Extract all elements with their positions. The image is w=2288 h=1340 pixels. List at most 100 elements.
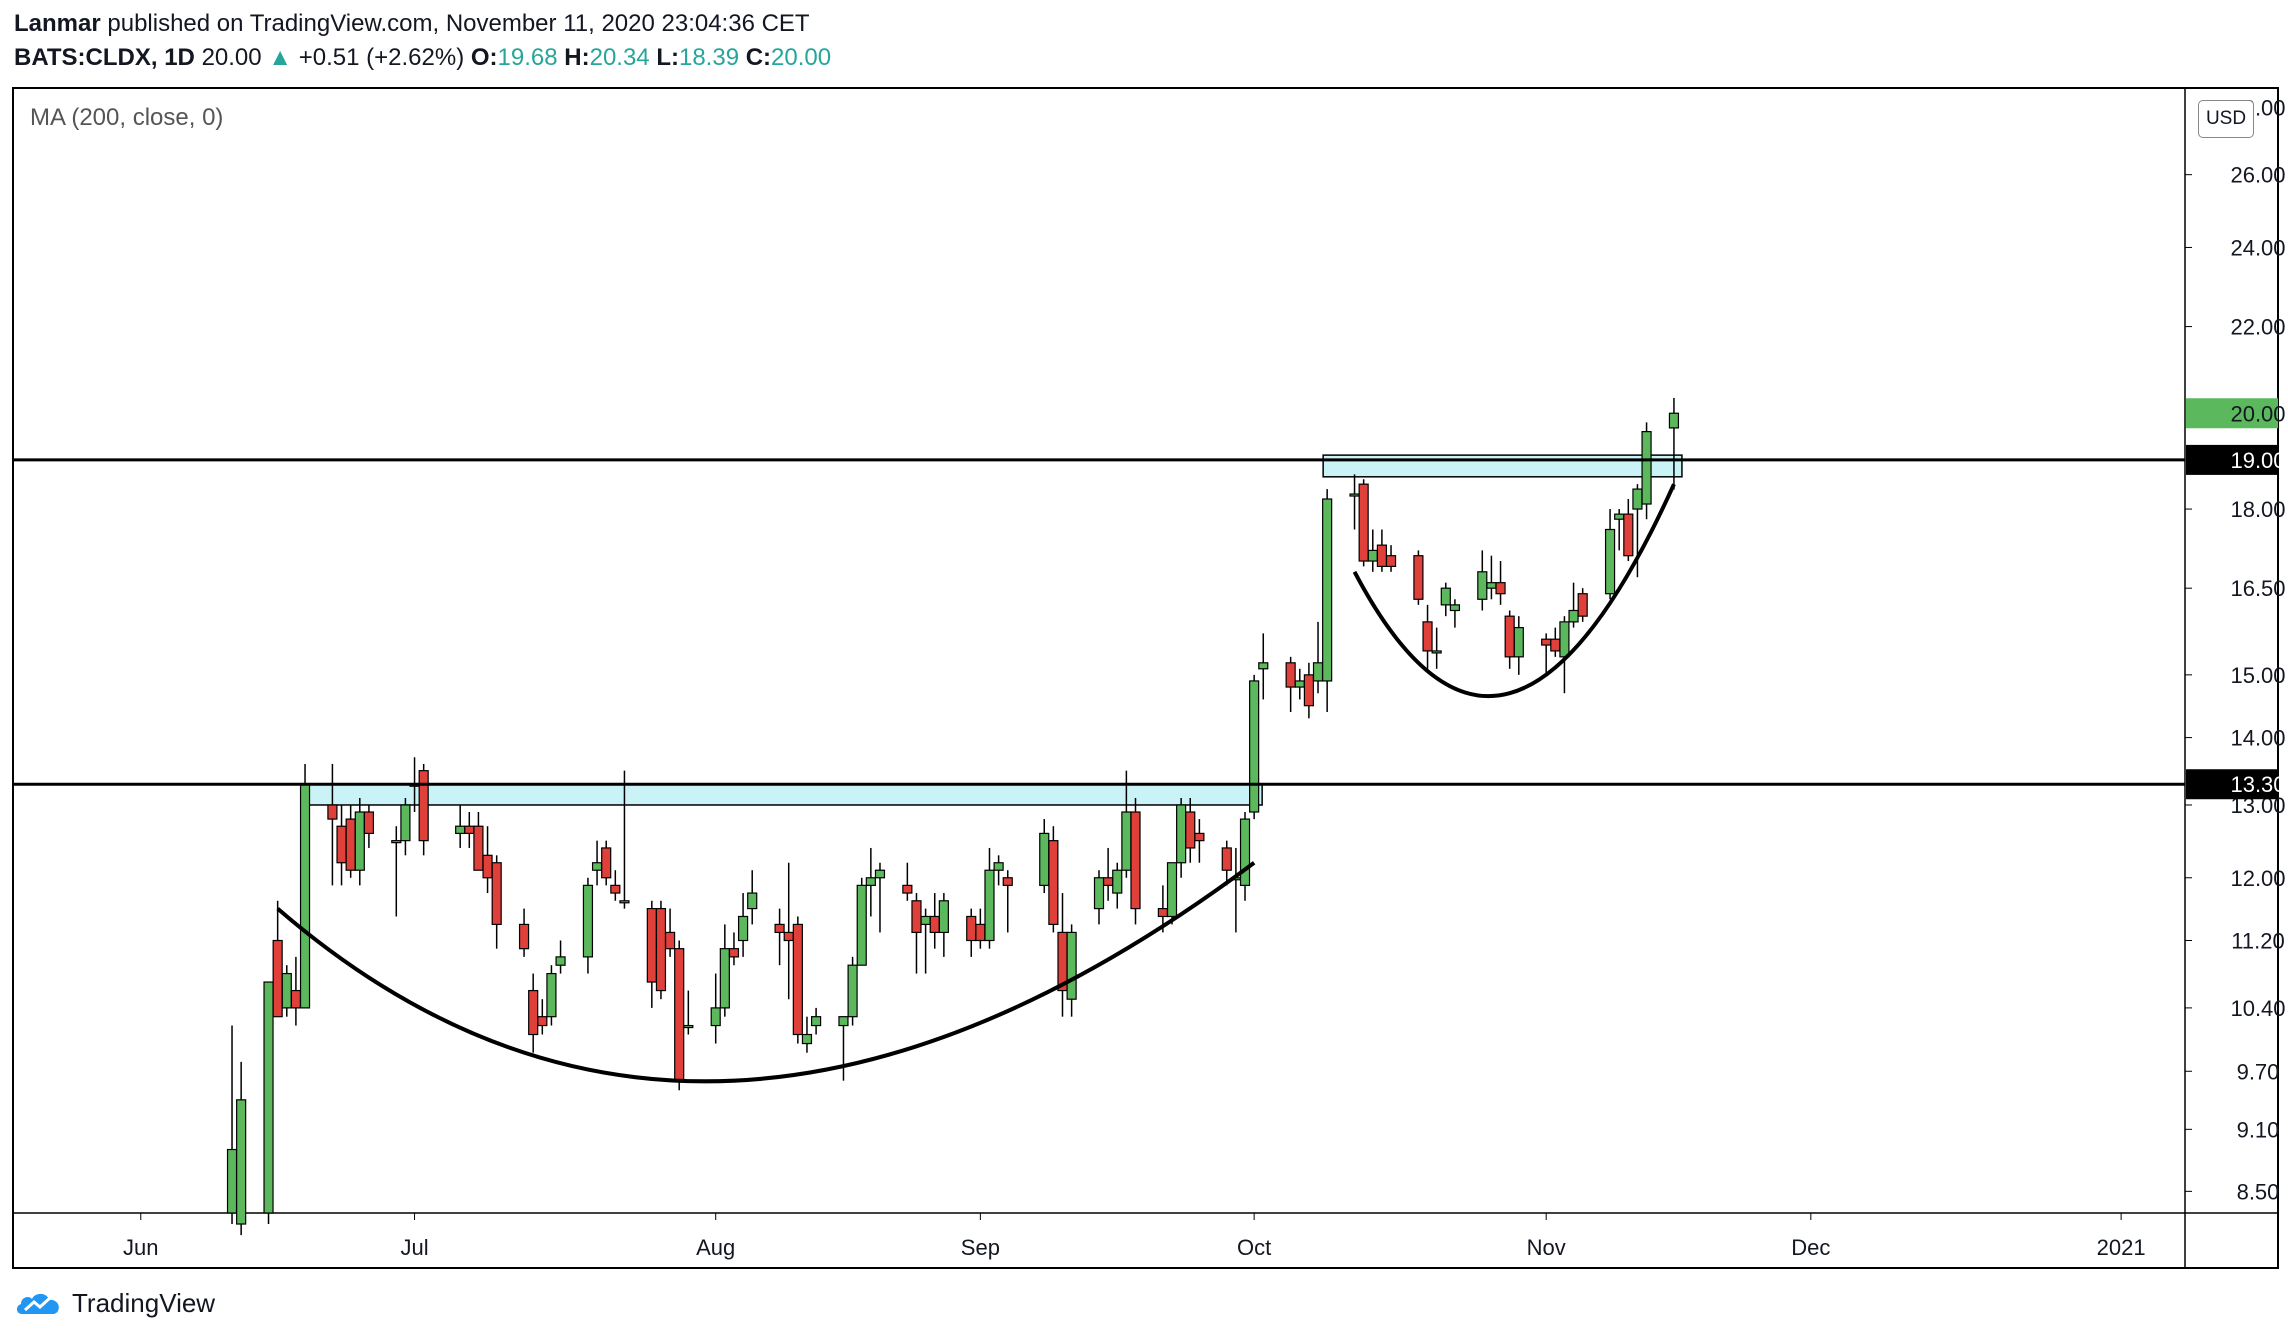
candle-up: [281, 972, 292, 1009]
x-tick-label: Dec: [1791, 1235, 1830, 1260]
y-tick-label: 11.20: [2231, 929, 2284, 954]
candle-down: [1376, 544, 1388, 568]
publish-info: Lanmar published on TradingView.com, Nov…: [14, 8, 810, 40]
candle-up: [1449, 604, 1461, 612]
candle-down: [1623, 513, 1634, 557]
candle-up: [1513, 627, 1524, 658]
candle-up: [1312, 662, 1324, 682]
y-tick-label: 14.00: [2230, 726, 2285, 751]
open-value: 19.68: [497, 44, 558, 71]
candle-up: [1477, 571, 1488, 600]
candle-down: [473, 825, 484, 871]
symbol-name[interactable]: BATS:CLDX, 1D: [14, 44, 195, 71]
x-tick-label: Aug: [696, 1235, 735, 1260]
candle-up: [920, 915, 931, 926]
y-tick-label: 12.00: [2230, 866, 2285, 891]
candle-up: [1604, 528, 1616, 595]
candle-down: [610, 884, 621, 894]
candle-down: [646, 907, 657, 983]
cup-arc: [276, 861, 1256, 1084]
candle-down: [1385, 555, 1397, 568]
candle-up: [1322, 498, 1333, 682]
candle-up: [299, 783, 311, 1009]
open-label: O:: [470, 44, 498, 71]
candle-up: [847, 964, 858, 1018]
x-tick-label: 2021: [2097, 1235, 2146, 1260]
candle-up: [1093, 877, 1105, 910]
candle-down: [1358, 483, 1369, 562]
candle-down: [482, 854, 493, 879]
logo-text: TradingView: [72, 1288, 216, 1318]
cup-arc: [1352, 483, 1676, 699]
currency-button[interactable]: USD: [2198, 100, 2254, 138]
candle-down: [664, 931, 676, 950]
candle-up: [1568, 609, 1579, 623]
candle-up: [1239, 818, 1251, 886]
candle-down: [1541, 638, 1552, 646]
last-price-badge: [2186, 398, 2278, 429]
published-text: published on TradingView.com, November 1…: [107, 10, 810, 37]
y-tick-label: 10.40: [2230, 996, 2285, 1021]
candle-up: [236, 1099, 247, 1225]
close-label: C:: [745, 44, 772, 71]
tradingview-logo[interactable]: TradingView: [14, 1285, 215, 1321]
tradingview-cloud-icon: [16, 1293, 59, 1314]
author-name: Lanmar: [14, 10, 101, 37]
candle-up: [1112, 869, 1123, 894]
candle-up: [856, 884, 867, 966]
candle-down: [518, 923, 530, 950]
candle-down: [1103, 877, 1114, 886]
candle-down: [1130, 811, 1141, 910]
resistance-zone: [1322, 454, 1683, 478]
x-tick-label: Jul: [400, 1235, 428, 1260]
candle-up: [1614, 513, 1625, 520]
indicator-label[interactable]: MA (200, close, 0): [30, 104, 224, 131]
resistance-zone: [300, 783, 1263, 806]
chart-frame: [12, 87, 2279, 1269]
candle-up: [400, 804, 411, 842]
price-badge-label: 19.00: [2230, 448, 2285, 473]
candle-up: [1632, 488, 1643, 510]
candle-up: [737, 915, 749, 942]
y-tick-label: 22.00: [2230, 315, 2285, 340]
candle-down: [537, 1016, 548, 1027]
candle-up: [801, 1033, 813, 1045]
candle-up: [747, 892, 758, 910]
candle-down: [1048, 840, 1059, 926]
candle-down: [929, 915, 940, 934]
candle-up: [1039, 832, 1050, 886]
y-tick-label: 8.50: [2237, 1179, 2280, 1204]
last-price: 20.00: [201, 44, 262, 71]
candle-up: [1349, 493, 1360, 497]
candle-down: [728, 948, 740, 958]
y-tick-label: 15.00: [2230, 663, 2285, 688]
candle-up: [263, 981, 274, 1214]
candle-down: [1550, 638, 1561, 652]
candle-down: [911, 900, 922, 934]
candle-up: [1294, 680, 1305, 688]
candle-down: [1221, 847, 1232, 871]
candle-down: [336, 825, 347, 864]
candle-down: [1495, 582, 1506, 595]
candle-up: [1431, 650, 1442, 654]
candle-up: [1066, 931, 1077, 1000]
price-badge: [2186, 444, 2278, 475]
candle-down: [1413, 555, 1424, 600]
candle-down: [1185, 811, 1196, 849]
candle-down: [655, 907, 667, 992]
candle-up: [455, 825, 466, 835]
candle-down: [674, 948, 685, 1082]
candle-up: [354, 811, 365, 871]
y-tick-label: 9.70: [2237, 1059, 2280, 1084]
candle-down: [272, 939, 283, 1018]
candle-up: [546, 972, 557, 1018]
candle-down: [1285, 662, 1296, 688]
candle-up: [938, 900, 949, 934]
candle-down: [783, 931, 794, 942]
candle-down: [1577, 593, 1588, 617]
y-tick-label: 26.00: [2230, 163, 2285, 188]
candle-down: [966, 915, 977, 942]
candle-up: [391, 840, 402, 844]
candle-down: [1303, 674, 1314, 707]
